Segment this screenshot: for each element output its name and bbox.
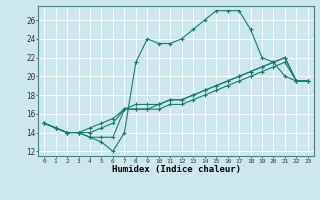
X-axis label: Humidex (Indice chaleur): Humidex (Indice chaleur) <box>111 165 241 174</box>
